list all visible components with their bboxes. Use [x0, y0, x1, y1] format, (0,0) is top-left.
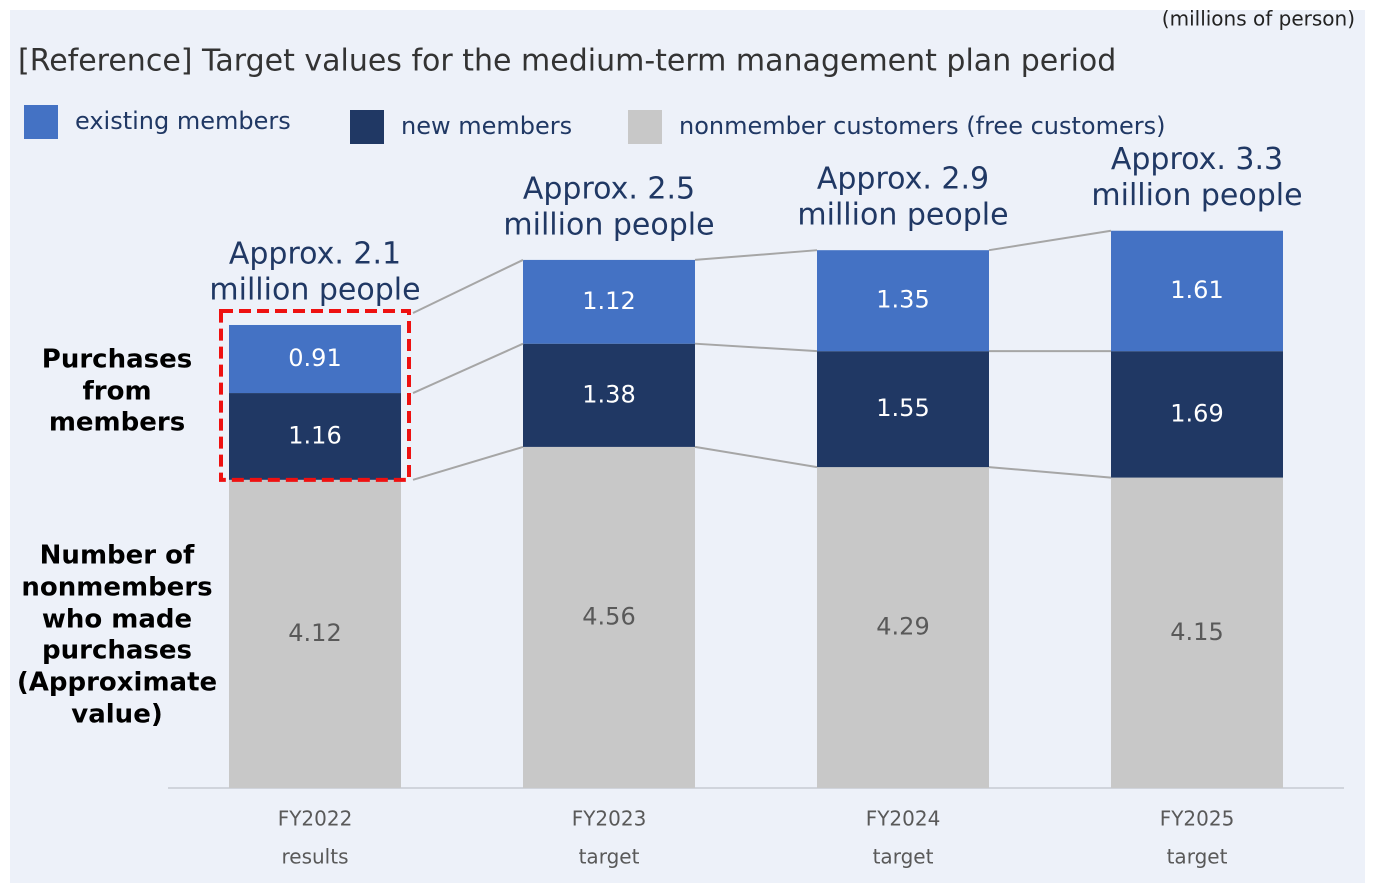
legend-label: new members — [401, 112, 572, 140]
total-label: million people — [797, 198, 1008, 233]
total-label: million people — [209, 272, 420, 307]
value-label: 1.38 — [582, 380, 635, 408]
bar-segment — [229, 324, 401, 394]
total-label: Approx. 2.9 — [817, 162, 989, 197]
connector — [694, 445, 818, 469]
bar-segment — [523, 446, 695, 788]
highlight-box — [219, 308, 411, 482]
bar-segment — [523, 259, 695, 344]
value-label: 4.29 — [876, 613, 929, 641]
x-tick-label: target — [1167, 845, 1228, 869]
side-label: from — [82, 377, 151, 407]
bar-segment — [817, 250, 989, 352]
side-label: who made — [42, 605, 192, 635]
x-tick-label: FY2023 — [572, 807, 647, 831]
total-label: Approx. 2.1 — [229, 236, 401, 271]
connector — [694, 342, 818, 353]
bar-segment — [817, 351, 989, 468]
legend-swatch — [628, 110, 662, 144]
bar-segment — [229, 393, 401, 480]
bar-segment — [1111, 477, 1283, 788]
x-tick-label: FY2025 — [1160, 807, 1235, 831]
bar-segment — [523, 343, 695, 447]
unit-label: (millions of person) — [1162, 7, 1355, 31]
legend-swatch — [350, 110, 384, 144]
value-label: 4.56 — [582, 602, 635, 630]
x-tick-label: FY2024 — [866, 807, 941, 831]
bar-segment — [817, 467, 989, 788]
total-label: Approx. 3.3 — [1111, 142, 1283, 177]
value-label: 1.61 — [1170, 276, 1223, 304]
total-label: million people — [503, 207, 714, 242]
connector — [412, 259, 524, 314]
legend-label: existing members — [75, 107, 291, 135]
bar-segment — [229, 479, 401, 788]
value-label: 1.12 — [582, 287, 635, 315]
side-label: purchases — [42, 636, 192, 666]
x-tick-label: results — [281, 845, 348, 869]
connector — [412, 342, 524, 394]
connector — [412, 445, 524, 481]
value-label: 0.91 — [288, 344, 341, 372]
side-label: (Approximate — [17, 668, 217, 698]
side-label: value) — [71, 700, 162, 730]
total-label: Approx. 2.5 — [523, 171, 695, 206]
bar-segment — [1111, 351, 1283, 478]
connector — [988, 229, 1112, 252]
value-label: 4.15 — [1170, 618, 1223, 646]
value-label: 4.12 — [288, 619, 341, 647]
total-label: million people — [1091, 178, 1302, 213]
side-label: nonmembers — [21, 573, 212, 603]
legend-swatch — [24, 105, 58, 139]
value-label: 1.69 — [1170, 399, 1223, 427]
side-label: Purchases — [42, 345, 192, 375]
connector — [694, 249, 818, 261]
side-label: Number of — [40, 541, 195, 571]
chart-title: [Reference] Target values for the medium… — [18, 44, 1116, 79]
x-tick-label: target — [873, 845, 934, 869]
x-tick-label: target — [579, 845, 640, 869]
value-label: 1.16 — [288, 421, 341, 449]
legend-label: nonmember customers (free customers) — [679, 112, 1165, 140]
bar-segment — [1111, 230, 1283, 352]
value-label: 1.35 — [876, 286, 929, 314]
value-label: 1.55 — [876, 394, 929, 422]
connector — [988, 466, 1112, 479]
x-tick-label: FY2022 — [278, 807, 353, 831]
side-label: members — [49, 408, 185, 438]
